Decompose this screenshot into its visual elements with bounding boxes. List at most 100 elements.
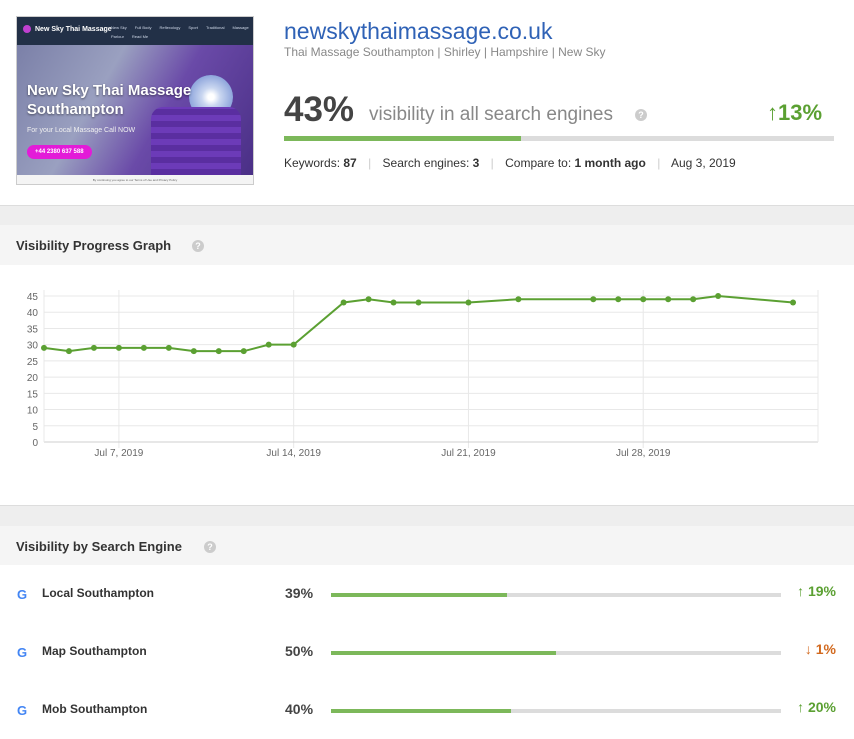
thumbnail-menu-item: Full Body <box>134 25 152 30</box>
help-icon[interactable]: ? <box>192 240 204 252</box>
engines-section-header: Visibility by Search Engine ? <box>0 526 854 566</box>
data-point <box>190 348 197 355</box>
engine-row[interactable]: G Map Southampton 50% ↓ 1% <box>0 623 854 681</box>
progress-section-header: Visibility Progress Graph ? <box>0 225 854 265</box>
data-point <box>240 348 247 355</box>
data-point <box>115 344 122 351</box>
thumbnail-menu-item: Reflexology <box>159 25 181 30</box>
thumbnail-menu-item: Massage Parlour <box>111 25 249 39</box>
y-tick-label: 10 <box>27 406 39 417</box>
thumbnail-nav: New Sky Thai Massage New Sky Full Body Ref… <box>17 17 253 45</box>
engine-progress-fill <box>331 709 511 713</box>
thumbnail-hero <box>17 45 253 184</box>
data-point <box>265 341 272 348</box>
visibility-progress-bar <box>284 136 834 141</box>
y-tick-label: 40 <box>27 308 39 319</box>
data-point <box>215 348 222 355</box>
engine-row[interactable]: G Local Southampton 39% ↑ 19% <box>0 565 854 623</box>
y-tick-label: 30 <box>27 341 39 352</box>
up-arrow-icon: ↑ <box>797 699 805 715</box>
y-tick-label: 45 <box>27 292 39 303</box>
engine-delta: ↑ 19% <box>797 583 836 599</box>
up-arrow-icon: ↑ <box>797 583 805 599</box>
visibility-chart-svg: 0 5 10 15 20 25 30 35 40 45 Jul 7, 2019 Jul 14, 201… <box>27 290 819 459</box>
engine-delta-value: 20% <box>807 699 836 715</box>
thumbnail-menu-item: New Sky <box>111 25 127 30</box>
thumbnail-menu-item: Sport <box>188 25 198 30</box>
help-icon[interactable]: ? <box>204 541 216 553</box>
engine-percent: 50% <box>285 643 314 659</box>
engine-progress-bar <box>331 651 781 655</box>
engine-delta: ↑ 20% <box>797 699 836 715</box>
engine-percent: 40% <box>285 701 314 717</box>
compare-label: Compare to: <box>505 156 572 170</box>
divider: | <box>657 156 661 170</box>
engine-progress-bar <box>331 709 781 713</box>
help-icon[interactable]: ? <box>635 109 647 121</box>
data-point <box>290 341 297 348</box>
keywords-label: Keywords: <box>284 156 341 170</box>
site-thumbnail[interactable]: New Sky Thai Massage New Sky Full Body Ref… <box>16 16 254 185</box>
site-domain-link[interactable]: newskythaimassage.co.uk <box>284 18 553 44</box>
data-point <box>165 344 172 351</box>
data-point <box>65 348 72 355</box>
google-icon: G <box>17 587 28 602</box>
visibility-delta: ↑13% <box>767 100 822 126</box>
engine-name: Map Southampton <box>42 644 147 658</box>
thumbnail-menu: New Sky Full Body Reflexology Sport Traditio… <box>111 23 251 41</box>
down-arrow-icon: ↓ <box>804 641 812 657</box>
engine-progress-fill <box>331 593 507 597</box>
visibility-progress-fill <box>284 136 521 141</box>
site-tagline: Thai Massage Southampton | Shirley | Ham… <box>284 45 606 59</box>
engine-delta: ↓ 1% <box>805 641 836 657</box>
divider: | <box>490 156 494 170</box>
data-point <box>715 293 722 299</box>
data-point <box>41 344 47 351</box>
compare-value[interactable]: 1 month ago <box>574 156 646 170</box>
engine-delta-value: 1% <box>815 641 836 657</box>
data-point <box>140 344 147 351</box>
y-tick-label: 0 <box>32 438 38 449</box>
data-point <box>690 296 697 303</box>
up-arrow-icon: ↑ <box>767 100 778 125</box>
y-tick-label: 20 <box>27 373 39 384</box>
x-tick-label: Jul 14, 2019 <box>266 448 321 459</box>
lotus-icon <box>23 25 31 33</box>
engine-name: Mob Southampton <box>42 702 148 716</box>
x-tick-label: Jul 28, 2019 <box>616 448 671 459</box>
engine-progress-fill <box>331 651 556 655</box>
towel-image <box>151 107 241 184</box>
y-tick-label: 15 <box>27 389 39 400</box>
engine-delta-value: 19% <box>807 583 836 599</box>
data-point <box>390 299 397 306</box>
thumbnail-menu-item: Traditional <box>205 25 225 30</box>
thumbnail-title: New Sky Thai Massage Southampton <box>27 82 192 118</box>
thumbnail-logo-text: New Sky Thai Massage <box>35 25 112 33</box>
engine-percent: 39% <box>285 585 314 601</box>
x-tick-label: Jul 21, 2019 <box>441 448 496 459</box>
google-icon: G <box>17 703 28 718</box>
engines-value: 3 <box>472 156 480 170</box>
data-point <box>515 296 522 303</box>
data-point <box>365 296 372 303</box>
thumbnail-menu-item: Read Me <box>131 34 149 39</box>
data-point <box>615 296 622 303</box>
visibility-label: visibility in all search engines <box>369 104 613 125</box>
visibility-percent: 43% <box>284 90 355 129</box>
y-tick-label: 35 <box>27 324 39 335</box>
section-gap <box>0 505 854 526</box>
engine-row[interactable]: G Mob Southampton 40% ↑ 20% <box>0 681 854 739</box>
thumbnail-footer: By continuing you agree to our Terms of … <box>17 175 253 184</box>
thumbnail-subtitle: For your Local Massage Call NOW <box>27 127 136 134</box>
y-tick-label: 25 <box>27 357 39 368</box>
report-date: Aug 3, 2019 <box>670 156 736 170</box>
visibility-chart: 0 5 10 15 20 25 30 35 40 45 Jul 7, 2019 Jul 14, 201… <box>0 265 854 505</box>
data-point <box>640 296 647 303</box>
meta-line: Keywords: 87 | Search engines: 3 | Compa… <box>284 156 736 170</box>
section-gap <box>0 205 854 225</box>
data-point <box>590 296 597 303</box>
engines-section-title: Visibility by Search Engine <box>16 539 182 554</box>
data-point <box>90 344 97 351</box>
google-icon: G <box>17 645 28 660</box>
site-header: New Sky Thai Massage New Sky Full Body Ref… <box>0 0 854 205</box>
